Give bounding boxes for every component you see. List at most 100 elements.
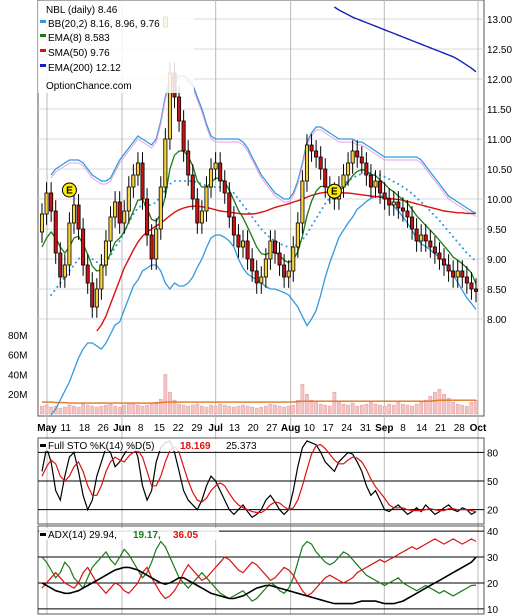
date-tick-label: 27 bbox=[266, 423, 278, 434]
volume-bar bbox=[259, 406, 264, 415]
candle-body bbox=[323, 168, 328, 188]
volume-bar bbox=[314, 401, 318, 415]
candle-body bbox=[455, 270, 460, 278]
volume-bar bbox=[291, 404, 296, 415]
volume-bar bbox=[40, 405, 44, 415]
adx-tick-label: 10 bbox=[487, 605, 499, 616]
volume-bar bbox=[332, 392, 337, 415]
volume-bar bbox=[181, 404, 186, 415]
candle-body bbox=[154, 228, 159, 260]
stoch-d-value: 25.373 bbox=[226, 441, 257, 452]
candle-body bbox=[359, 156, 364, 164]
candle-body bbox=[282, 264, 287, 278]
site-label: OptionChance.com bbox=[46, 81, 132, 92]
price-tick-label: 11.00 bbox=[487, 135, 512, 146]
adx-swatch bbox=[40, 533, 46, 536]
earnings-marker-label: E bbox=[66, 186, 73, 197]
legend-bb: BB(20,2) 8.16, 8.96, 9.76 bbox=[48, 19, 160, 30]
volume-bar bbox=[277, 405, 282, 415]
date-tick-label: 21 bbox=[435, 423, 447, 434]
candle-body bbox=[410, 216, 415, 230]
stoch-d-line bbox=[41, 444, 477, 514]
date-tick-label: 18 bbox=[79, 423, 91, 434]
price-tick-label: 10.50 bbox=[487, 165, 512, 176]
candle-body bbox=[103, 240, 108, 266]
legend-background bbox=[38, 1, 194, 93]
date-tick-label: 8 bbox=[138, 423, 144, 434]
volume-bar bbox=[364, 403, 369, 415]
volume-bar bbox=[81, 403, 85, 415]
date-tick-label: 22 bbox=[173, 423, 185, 434]
date-tick-label: Jun bbox=[113, 423, 131, 434]
candle-body bbox=[428, 240, 433, 248]
candle-body bbox=[437, 252, 442, 260]
volume-bar bbox=[145, 404, 149, 415]
earnings-marker-circle bbox=[61, 182, 77, 198]
volume-bar bbox=[104, 404, 108, 415]
volume-bar bbox=[396, 401, 401, 415]
volume-bar bbox=[62, 406, 67, 415]
stoch-k-value: 18.169 bbox=[180, 441, 211, 452]
price-pane: 8.00 8.50 9.00 9.50 10.00 10.50 11.00 11.50 12.0… bbox=[8, 0, 512, 614]
volume-bar bbox=[264, 405, 268, 415]
date-tick-label: 28 bbox=[454, 423, 466, 434]
candle-body bbox=[350, 150, 355, 164]
candle-body bbox=[364, 162, 369, 176]
volume-bars bbox=[40, 374, 478, 415]
candle-body bbox=[99, 264, 104, 290]
candle-body bbox=[236, 234, 241, 248]
candle-body bbox=[117, 201, 122, 224]
adx-label: ADX(14) 29.94, bbox=[48, 530, 117, 541]
volume-bar bbox=[387, 403, 392, 415]
volume-bar bbox=[337, 401, 341, 415]
date-tick-label: 31 bbox=[360, 423, 372, 434]
volume-bar bbox=[227, 405, 232, 415]
volume-bar bbox=[136, 404, 140, 415]
adx-tick-label: 40 bbox=[487, 527, 499, 538]
ticker-label: NBL (daily) 8.46 bbox=[46, 5, 118, 16]
adx-line bbox=[41, 556, 477, 605]
price-tick-label: 11.50 bbox=[487, 105, 512, 116]
volume-bar bbox=[163, 374, 168, 415]
candle-body bbox=[140, 162, 145, 200]
candle-body bbox=[304, 144, 309, 182]
candle-body bbox=[113, 201, 118, 218]
volume-tick-label: 20M bbox=[8, 390, 27, 401]
stoch-lines bbox=[41, 440, 477, 519]
volume-bar bbox=[286, 405, 291, 415]
adx-frame bbox=[37, 525, 485, 615]
candle-body bbox=[135, 162, 140, 176]
candle-body bbox=[414, 228, 419, 242]
candle-body bbox=[423, 234, 428, 242]
volume-bar bbox=[378, 404, 382, 415]
volume-bar bbox=[428, 395, 433, 415]
volume-bar bbox=[410, 405, 414, 415]
volume-bar bbox=[222, 404, 227, 415]
volume-bar bbox=[465, 405, 469, 415]
volume-bar bbox=[355, 405, 360, 415]
candle-body bbox=[460, 270, 465, 278]
candle-body bbox=[177, 96, 182, 122]
adx-label-bg bbox=[39, 528, 219, 540]
adx-tick-label: 30 bbox=[487, 553, 499, 564]
candle-body bbox=[231, 216, 236, 236]
legend-swatch-ema8 bbox=[40, 34, 46, 37]
candle-body bbox=[204, 186, 209, 212]
volume-bar bbox=[245, 405, 250, 415]
volume-bar bbox=[67, 404, 72, 415]
volume-bar bbox=[414, 403, 419, 415]
volume-bar bbox=[423, 399, 428, 415]
volume-bar bbox=[268, 403, 273, 415]
legend-ema200: EMA(200) 12.12 bbox=[48, 63, 121, 74]
legend-swatch-sma50 bbox=[40, 49, 46, 52]
volume-bar bbox=[346, 404, 350, 415]
price-overlays bbox=[41, 6, 477, 416]
candle-body bbox=[346, 162, 351, 176]
volume-bar bbox=[241, 404, 245, 415]
volume-bar bbox=[282, 406, 286, 415]
date-tick-label: Jul bbox=[208, 423, 223, 434]
candle-body bbox=[396, 201, 401, 209]
minus-di-line bbox=[41, 538, 477, 600]
bollinger-mid-line bbox=[50, 172, 477, 296]
bollinger-upper-line bbox=[50, 75, 477, 214]
